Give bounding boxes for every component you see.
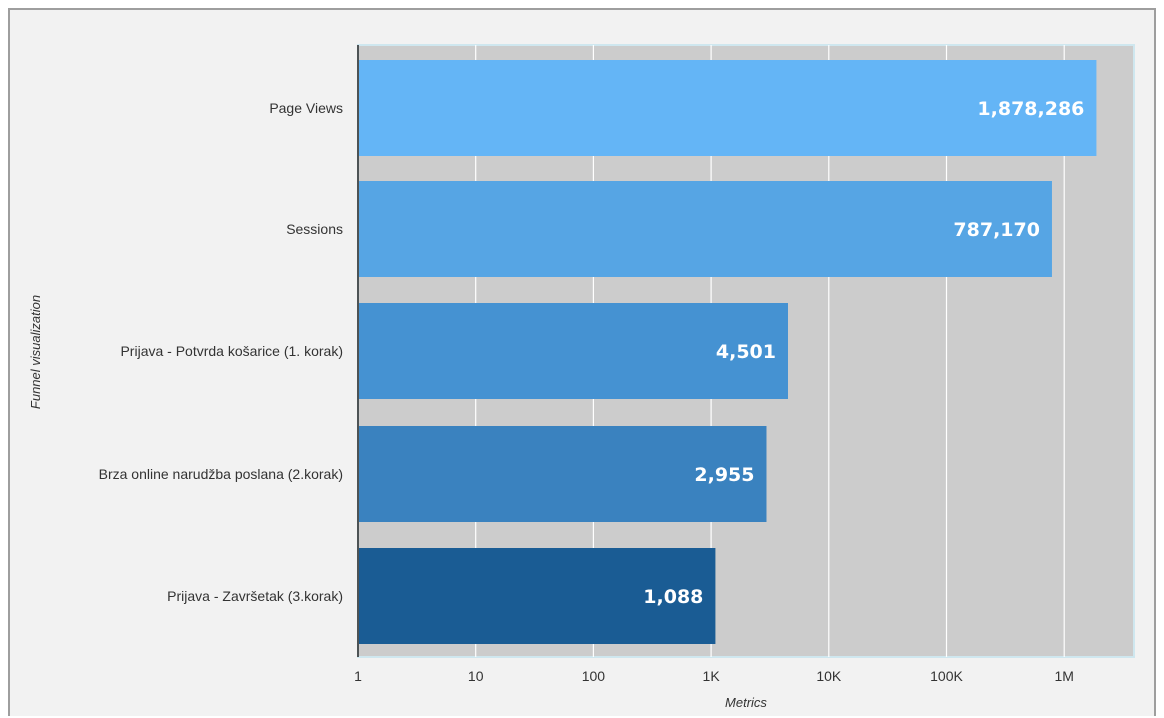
x-tick-label: 1 xyxy=(354,668,362,684)
category-label: Brza online narudžba poslana (2.korak) xyxy=(99,466,343,482)
category-label: Prijava - Završetak (3.korak) xyxy=(167,588,343,604)
bar-value-label: 2,955 xyxy=(694,464,754,486)
bar xyxy=(359,181,1052,277)
bar-value-label: 1,878,286 xyxy=(977,98,1084,120)
x-axis-title: Metrics xyxy=(725,695,767,710)
bar xyxy=(359,60,1097,156)
bar xyxy=(359,303,788,399)
x-tick-label: 10K xyxy=(816,668,842,684)
x-tick-label: 100K xyxy=(930,668,963,684)
bar-value-label: 1,088 xyxy=(643,586,703,608)
category-label: Page Views xyxy=(269,100,343,116)
x-tick-label: 1K xyxy=(703,668,721,684)
x-tick-label: 1M xyxy=(1054,668,1073,684)
bar xyxy=(359,426,767,522)
category-label: Prijava - Potvrda košarice (1. korak) xyxy=(120,343,343,359)
y-axis-title: Funnel visualization xyxy=(28,295,43,409)
category-label: Sessions xyxy=(286,221,343,237)
bar xyxy=(359,548,716,644)
x-tick-label: 100 xyxy=(582,668,606,684)
bar-value-label: 787,170 xyxy=(953,219,1040,241)
x-tick-label: 10 xyxy=(468,668,484,684)
bar-value-label: 4,501 xyxy=(716,341,776,363)
